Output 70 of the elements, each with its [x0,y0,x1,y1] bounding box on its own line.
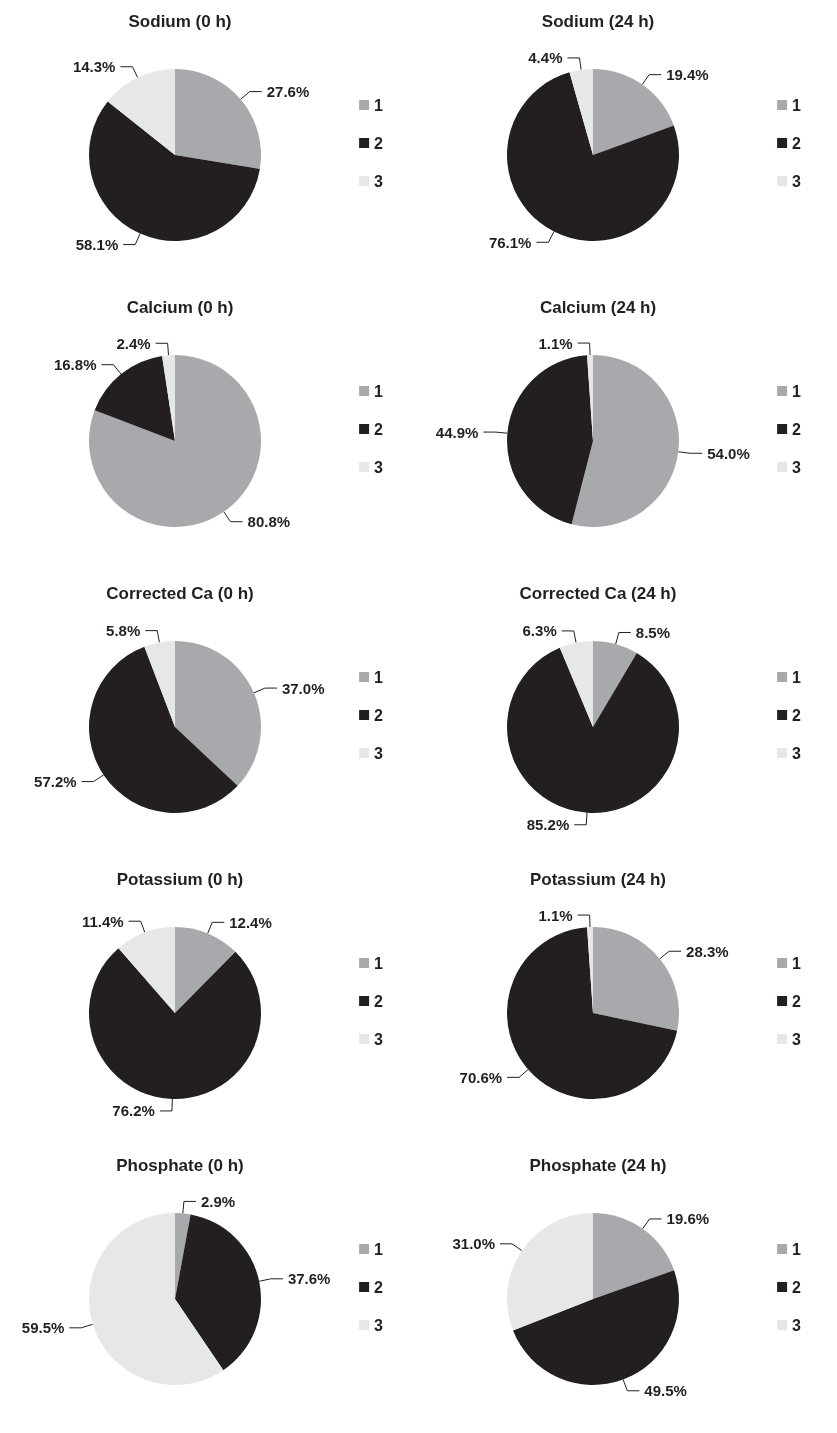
legend-label: 2 [792,992,802,1010]
data-label: 70.6% [459,1068,503,1086]
legend-label: 3 [374,1030,384,1048]
chart-title: Corrected Ca (0 h) [106,584,254,603]
data-label: 14.3% [72,58,116,76]
data-label: 28.3% [686,942,729,960]
data-label: 12.4% [229,913,272,931]
data-label: 76.1% [488,233,532,251]
data-label: 80.8% [247,513,291,531]
chart-title: Calcium (0 h) [126,298,234,317]
data-label: 16.8% [53,356,97,374]
chart-title: Corrected Ca (24 h) [519,584,677,603]
data-label: 85.2% [526,816,570,834]
legend-label: 3 [792,458,802,476]
legend-label: 2 [374,706,384,724]
data-label: 58.1% [75,236,119,254]
legend-label: 3 [374,744,384,762]
data-label: 2.9% [200,1192,236,1210]
legend-label: 1 [374,954,384,972]
data-label: 1.1% [538,334,573,352]
data-label: 11.4% [81,912,124,930]
chart-title: Calcium (24 h) [539,298,657,317]
data-label: 57.2% [34,773,77,791]
legend-label: 3 [792,172,802,190]
legend-label: 2 [792,420,802,438]
data-label: 8.5% [635,623,671,641]
data-label: 4.4% [528,49,563,67]
data-label: 49.5% [644,1382,687,1400]
legend-label: 2 [792,706,802,724]
legend-label: 3 [792,1316,802,1334]
data-label: 27.6% [266,83,310,101]
data-label: 31.0% [452,1235,495,1253]
legend-label: 1 [374,382,384,400]
legend-label: 1 [792,954,802,972]
data-label: 37.0% [281,679,325,697]
data-label: 1.1% [538,906,573,924]
data-label: 76.2% [112,1102,155,1120]
legend-label: 3 [374,1316,384,1334]
chart-title: Phosphate (0 h) [116,1156,244,1175]
legend-label: 1 [374,1240,384,1258]
chart-title: Sodium (0 h) [128,12,232,31]
legend-label: 2 [792,1278,802,1296]
legend-label: 2 [792,134,802,152]
data-label: 59.5% [21,1319,65,1337]
legend-label: 1 [792,96,802,114]
legend-label: 1 [792,668,802,686]
legend-label: 2 [374,134,384,152]
legend-label: 1 [374,668,384,686]
chart-title: Sodium (24 h) [541,12,655,31]
legend-label: 3 [374,458,384,476]
data-label: 19.6% [666,1210,710,1228]
data-label: 6.3% [522,622,557,640]
legend-label: 2 [374,1278,384,1296]
legend-label: 1 [792,1240,802,1258]
data-label: 5.8% [106,622,141,640]
data-label: 54.0% [707,444,750,462]
chart-title: Phosphate (24 h) [529,1156,667,1175]
legend-label: 3 [792,1030,802,1048]
data-label: 37.6% [287,1270,331,1288]
data-label: 44.9% [435,423,479,441]
chart-title: Potassium (0 h) [116,870,244,889]
data-label: 2.4% [116,334,151,352]
legend-label: 3 [792,744,802,762]
data-label: 19.4% [666,66,709,84]
legend-label: 2 [374,420,384,438]
legend-label: 2 [374,992,384,1010]
legend-label: 1 [374,96,384,114]
legend-label: 3 [374,172,384,190]
chart-title: Potassium (24 h) [529,870,667,889]
legend-label: 1 [792,382,802,400]
